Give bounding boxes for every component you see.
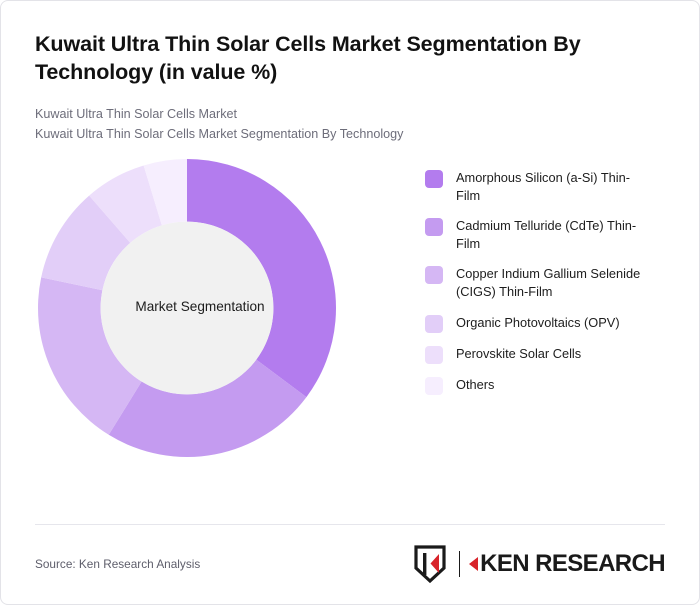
ken-research-logo: KEN RESEARCH — [413, 544, 666, 584]
chart-footer: Source: Ken Research Analysis KEN RESEAR… — [35, 524, 666, 604]
legend-color-swatch — [425, 314, 443, 333]
legend-item[interactable]: Amorphous Silicon (a-Si) Thin-Film — [425, 169, 665, 205]
legend-item-label: Cadmium Telluride (CdTe) Thin-Film — [456, 217, 637, 252]
page-title: Kuwait Ultra Thin Solar Cells Market Seg… — [35, 32, 581, 84]
legend-item[interactable]: Copper Indium Gallium Selenide (CIGS) Th… — [425, 265, 665, 301]
legend-item-label: Perovskite Solar Cells — [456, 345, 582, 361]
legend-item[interactable]: Others — [425, 376, 665, 395]
subtitle-segmentation: Kuwait Ultra Thin Solar Cells Market Seg… — [35, 127, 404, 142]
subtitle-market: Kuwait Ultra Thin Solar Cells Market — [35, 106, 238, 121]
chart-body: Market Segmentation Amorphous Silicon (a… — [1, 158, 699, 479]
shield-k-icon — [414, 545, 446, 584]
legend-item-label: Others — [456, 376, 495, 392]
chart-legend: Amorphous Silicon (a-Si) Thin-Film Cadmiu… — [365, 159, 665, 479]
legend-color-swatch — [425, 169, 443, 188]
legend-item[interactable]: Perovskite Solar Cells — [425, 345, 665, 364]
donut-svg — [37, 158, 337, 457]
donut-slice[interactable] — [89, 165, 162, 243]
chart-header: Kuwait Ultra Thin Solar Cells Market Seg… — [1, 1, 699, 145]
logo-divider — [459, 551, 461, 577]
donut-slice[interactable] — [37, 276, 142, 435]
logo-triangle-icon — [469, 557, 479, 571]
donut-slice[interactable] — [108, 359, 307, 457]
logo-wordmark: KEN RESEARCH — [480, 550, 665, 577]
donut-slice[interactable] — [41, 195, 131, 290]
legend-color-swatch — [425, 345, 443, 364]
donut-hole — [100, 221, 274, 395]
donut-slice[interactable] — [143, 158, 187, 225]
legend-item[interactable]: Organic Photovoltaics (OPV) — [425, 314, 665, 333]
legend-item-label: Amorphous Silicon (a-Si) Thin-Film — [456, 169, 631, 203]
source-note: Source: Ken Research Analysis — [35, 557, 201, 571]
donut-slice[interactable] — [187, 158, 337, 397]
donut-chart: Market Segmentation — [35, 158, 365, 479]
legend-item-label: Organic Photovoltaics (OPV) — [456, 314, 620, 330]
subtitle-group: Kuwait Ultra Thin Solar Cells Market Kuw… — [35, 104, 665, 145]
legend-item-label: Copper Indium Gallium Selenide (CIGS) Th… — [456, 266, 641, 300]
footer-divider — [35, 524, 665, 525]
legend-color-swatch — [425, 376, 443, 395]
legend-color-swatch — [425, 266, 443, 285]
legend-color-swatch — [425, 217, 443, 236]
legend-item[interactable]: Cadmium Telluride (CdTe) Thin-Film — [425, 217, 665, 253]
donut-slice-group — [37, 158, 337, 457]
